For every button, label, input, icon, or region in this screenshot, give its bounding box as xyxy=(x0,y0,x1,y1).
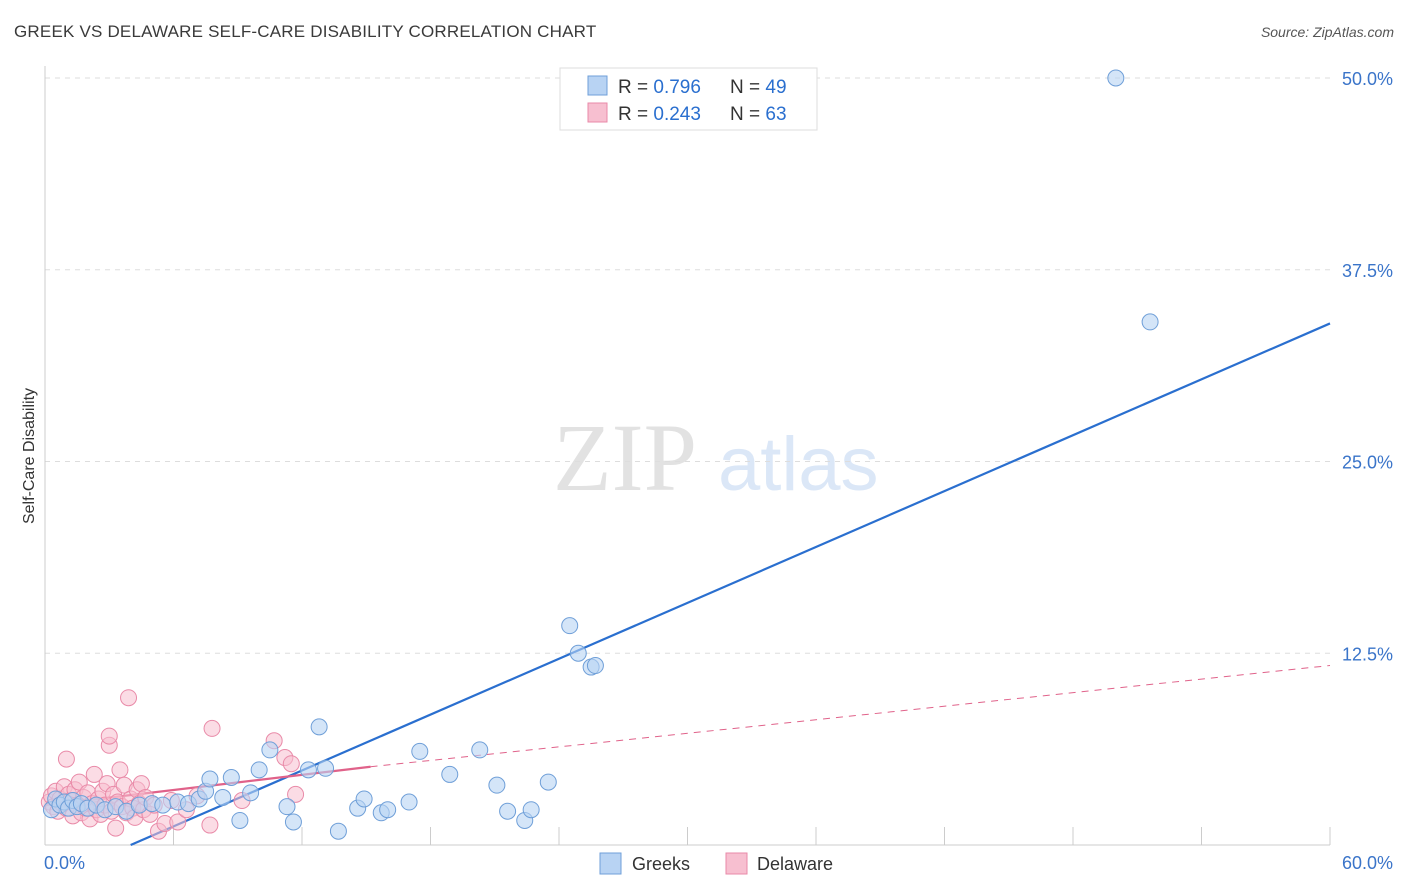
greeks-point xyxy=(278,798,296,816)
delaware-point xyxy=(85,765,103,783)
greeks-point xyxy=(329,822,347,840)
y-tick-label: 25.0% xyxy=(1342,453,1393,473)
watermark-atlas: atlas xyxy=(718,422,879,507)
greeks-point xyxy=(569,644,587,662)
y-tick-label: 37.5% xyxy=(1342,261,1393,281)
legend-n-label: N = xyxy=(730,77,765,98)
chart-title: GREEK VS DELAWARE SELF-CARE DISABILITY C… xyxy=(14,22,597,41)
svg-text:N = 63: N = 63 xyxy=(730,104,787,125)
greeks-point xyxy=(154,796,172,814)
x-tick-label: 60.0% xyxy=(1342,853,1393,873)
delaware-trend-line-dashed xyxy=(370,665,1331,768)
greeks-point xyxy=(561,617,579,635)
greeks-point xyxy=(242,784,260,802)
greeks-point xyxy=(284,813,302,831)
delaware-point xyxy=(169,813,187,831)
greeks-point xyxy=(299,761,317,779)
delaware-point xyxy=(287,785,305,803)
legend-row-greeks: R = 0.796 N = 49 xyxy=(587,75,787,98)
watermark-zip: ZIP xyxy=(553,404,697,511)
delaware-point xyxy=(100,727,118,745)
greeks-point xyxy=(400,793,418,811)
greeks-point xyxy=(539,773,557,791)
svg-text:R = 0.243: R = 0.243 xyxy=(618,104,701,125)
greeks-trend-line xyxy=(130,322,1331,847)
bottom-legend-label-delaware: Delaware xyxy=(757,854,833,874)
legend-r-value: 0.243 xyxy=(653,104,701,125)
greeks-point xyxy=(411,742,429,760)
legend-swatch-greeks xyxy=(587,75,608,96)
delaware-point xyxy=(282,755,300,773)
legend-n-label: N = xyxy=(730,104,765,125)
greeks-point xyxy=(222,769,240,787)
bottom-legend-swatch-greeks xyxy=(599,852,622,875)
legend-swatch-delaware xyxy=(587,102,608,123)
greeks-point xyxy=(499,802,517,820)
legend-r-value: 0.796 xyxy=(653,77,701,98)
bottom-legend-label-greeks: Greeks xyxy=(632,854,690,874)
greeks-point xyxy=(214,788,232,806)
greeks-point xyxy=(522,801,540,819)
x-tick-label: 0.0% xyxy=(44,853,85,873)
greeks-points xyxy=(42,69,1159,840)
legend: R = 0.796 N = 49 R = 0.243 N = 63 xyxy=(559,67,818,131)
delaware-point xyxy=(57,750,75,768)
delaware-point xyxy=(111,761,129,779)
greeks-point xyxy=(261,741,279,759)
bottom-legend: Greeks Delaware xyxy=(599,852,833,875)
tick-labels: 12.5% 25.0% 37.5% 50.0% 0.0% 60.0% xyxy=(44,69,1393,873)
greeks-point xyxy=(488,776,506,794)
greeks-point xyxy=(471,741,489,759)
greeks-point xyxy=(1141,313,1159,331)
legend-r-label: R = xyxy=(618,77,653,98)
trend-lines xyxy=(44,322,1331,847)
legend-n-value: 49 xyxy=(765,77,786,98)
svg-text:N = 49: N = 49 xyxy=(730,77,787,98)
y-tick-label: 12.5% xyxy=(1342,644,1393,664)
greeks-point xyxy=(317,759,335,777)
source-label: Source: ZipAtlas.com xyxy=(1260,24,1394,40)
delaware-point xyxy=(107,819,125,837)
delaware-point xyxy=(120,689,138,707)
greeks-point xyxy=(586,657,604,675)
grid xyxy=(45,77,1330,654)
axes xyxy=(44,66,1331,846)
greeks-point xyxy=(201,770,219,788)
watermark: ZIP atlas xyxy=(553,404,879,511)
greeks-point xyxy=(379,801,397,819)
delaware-point xyxy=(201,816,219,834)
legend-n-value: 63 xyxy=(765,104,786,125)
greeks-point xyxy=(231,811,249,829)
greeks-point xyxy=(250,761,268,779)
legend-row-delaware: R = 0.243 N = 63 xyxy=(587,102,787,125)
greeks-point xyxy=(1107,69,1125,87)
svg-text:R = 0.796: R = 0.796 xyxy=(618,77,701,98)
delaware-point xyxy=(203,719,221,737)
greeks-point xyxy=(310,718,328,736)
y-tick-label: 50.0% xyxy=(1342,69,1393,89)
bottom-legend-swatch-delaware xyxy=(725,852,748,875)
greeks-point xyxy=(355,790,373,808)
greeks-point xyxy=(441,765,459,783)
legend-r-label: R = xyxy=(618,104,653,125)
y-axis-label: Self-Care Disability xyxy=(21,388,38,524)
